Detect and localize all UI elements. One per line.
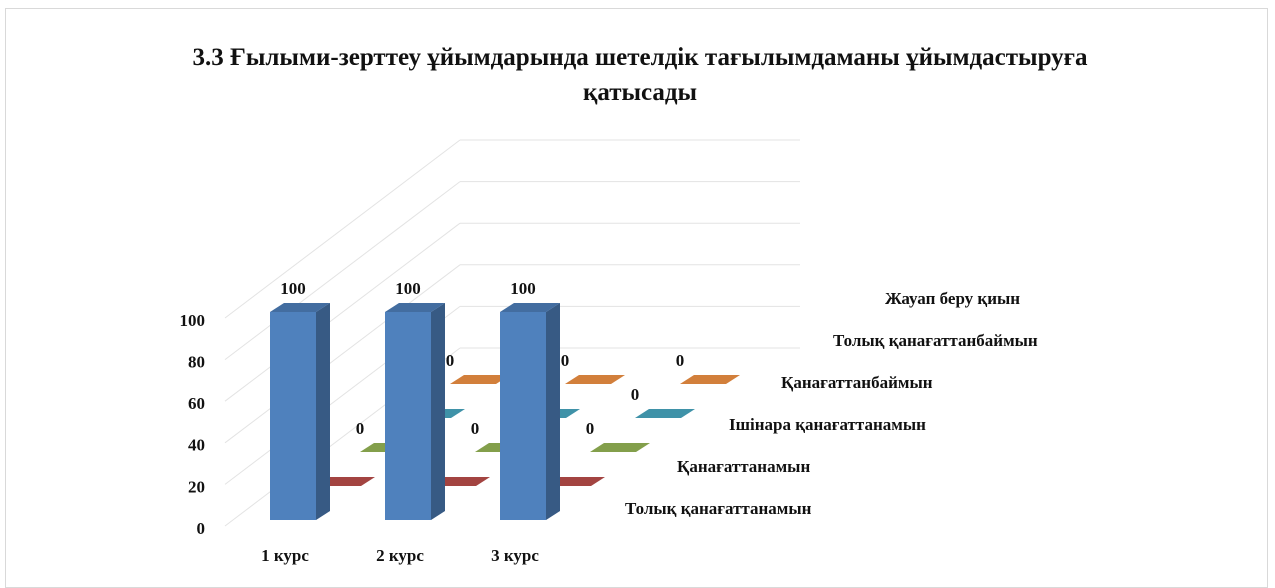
- grid-line: [224, 222, 461, 402]
- depth-label: Ішінара қанағаттанамын: [729, 415, 926, 434]
- y-tick-label: 80: [188, 353, 205, 372]
- x-tick-label: 1 курс: [261, 546, 309, 565]
- grid-line: [224, 181, 461, 360]
- value-label: 0: [586, 419, 595, 438]
- grid-line: [224, 139, 461, 319]
- bar-front: [270, 312, 316, 520]
- depth-label: Толық қанағаттанамын: [625, 499, 812, 518]
- bar-front: [385, 312, 431, 520]
- x-tick-label: 2 курс: [376, 546, 424, 565]
- depth-label: Толық қанағаттанбаймын: [833, 331, 1038, 350]
- value-label: 0: [471, 419, 480, 438]
- bar-top: [590, 443, 650, 452]
- bar: [565, 375, 625, 384]
- bar-top-shade: [385, 303, 445, 312]
- bar-top-shade: [450, 375, 510, 384]
- y-tick-label: 100: [180, 311, 206, 330]
- bar-top-shade: [680, 375, 740, 384]
- bar-top: [635, 409, 695, 418]
- value-label: 0: [446, 351, 455, 370]
- value-label: 100: [395, 279, 421, 298]
- bar-side-shade: [546, 303, 560, 520]
- bar: [590, 443, 650, 452]
- bar-top: [500, 303, 560, 312]
- bar: [450, 375, 510, 384]
- bar-top-shade: [565, 375, 625, 384]
- value-label: 100: [280, 279, 306, 298]
- bar-top: [565, 375, 625, 384]
- bar-side: [546, 303, 560, 520]
- value-label: 100: [510, 279, 536, 298]
- y-tick-label: 60: [188, 394, 205, 413]
- bar-top: [270, 303, 330, 312]
- bar-top-shade: [635, 409, 695, 418]
- bar: [500, 303, 560, 520]
- y-tick-label: 0: [197, 519, 206, 538]
- bar-top: [680, 375, 740, 384]
- bar: [385, 303, 445, 520]
- bar: [635, 409, 695, 418]
- bar-side: [316, 303, 330, 520]
- bar-side-shade: [431, 303, 445, 520]
- grid-line: [224, 264, 461, 444]
- bar-front: [500, 312, 546, 520]
- bar-side: [431, 303, 445, 520]
- bar-top-shade: [270, 303, 330, 312]
- bar: [270, 303, 330, 520]
- depth-label: Қанағаттанамын: [677, 457, 810, 476]
- bar: [680, 375, 740, 384]
- y-tick-label: 20: [188, 477, 205, 496]
- y-tick-label: 40: [188, 436, 205, 455]
- depth-label: Жауап беру қиын: [885, 289, 1020, 308]
- depth-label: Қанағаттанбаймын: [781, 373, 933, 392]
- bar-top-shade: [590, 443, 650, 452]
- value-label: 0: [676, 351, 685, 370]
- value-label: 0: [561, 351, 570, 370]
- bar-top: [385, 303, 445, 312]
- value-label: 0: [631, 385, 640, 404]
- value-label: 0: [356, 419, 365, 438]
- chart-title: 3.3 Ғылыми-зерттеу ұйымдарында шетелдік …: [192, 44, 1088, 106]
- bar-side-shade: [316, 303, 330, 520]
- bar-top-shade: [500, 303, 560, 312]
- bar-top: [450, 375, 510, 384]
- x-tick-label: 3 курс: [491, 546, 539, 565]
